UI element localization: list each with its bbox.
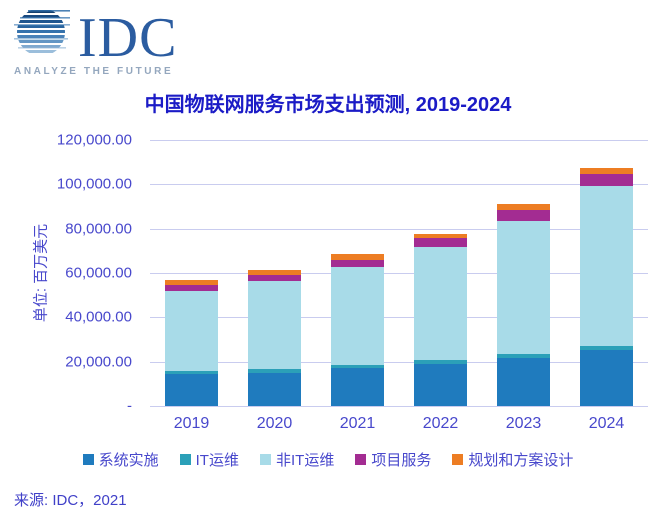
- bar-2022: [399, 140, 482, 406]
- legend-item: 系统实施: [82, 449, 159, 470]
- bar-segment: [331, 365, 384, 369]
- x-axis-label: 2020: [256, 415, 293, 432]
- y-tick-label: 100,000.00: [56, 175, 132, 193]
- legend-swatch: [82, 454, 94, 465]
- x-axis-label: 2019: [173, 415, 210, 432]
- y-tick-label: -: [127, 397, 132, 415]
- y-tick-label: 80,000.00: [65, 220, 132, 238]
- legend-swatch: [452, 454, 464, 465]
- gridline: [150, 228, 648, 230]
- bar-segment: [497, 204, 550, 211]
- legend-item: IT运维: [179, 449, 239, 470]
- bar-segment: [497, 210, 550, 222]
- bar-segment: [497, 358, 550, 406]
- bar-segment: [331, 267, 384, 365]
- legend-swatch: [179, 454, 191, 465]
- x-axis-label: 2021: [339, 415, 376, 432]
- gridline: [150, 184, 648, 186]
- legend-swatch: [355, 454, 367, 465]
- bar-segment: [331, 368, 384, 406]
- x-axis-label: 2022: [422, 415, 459, 432]
- bar-segment: [165, 371, 218, 375]
- legend-label: 规划和方案设计: [468, 452, 574, 469]
- idc-logo: IDC ANALYZE THE FUTURE: [14, 6, 177, 77]
- bar-segment: [248, 369, 301, 373]
- bar-2019: [150, 140, 233, 406]
- y-axis-tick-labels: 120,000.00 100,000.00 80,000.00 60,000.00 40…: [0, 132, 140, 415]
- bar-segment: [414, 363, 467, 406]
- x-axis-label: 2023: [505, 415, 542, 432]
- y-tick-label: 120,000.00: [56, 131, 132, 149]
- bar-segment: [497, 221, 550, 354]
- plot-area: [150, 140, 648, 407]
- bar-segment: [580, 185, 633, 346]
- legend-item: 规划和方案设计: [452, 449, 573, 470]
- bar-segment: [331, 254, 384, 260]
- gridline: [150, 317, 648, 319]
- legend-item: 项目服务: [355, 449, 431, 470]
- chart-legend: 系统实施 IT运维 非IT运维 项目服务 规划和方案设计: [0, 449, 656, 470]
- legend-label: 非IT运维: [275, 452, 335, 469]
- idc-logo-text: IDC: [78, 7, 178, 69]
- x-axis-label: 2024: [588, 415, 625, 432]
- bar-segment: [497, 353, 550, 359]
- legend-label: IT运维: [195, 452, 239, 469]
- bar-segment: [248, 281, 301, 370]
- bar-segment: [580, 167, 633, 174]
- gridline: [150, 140, 648, 141]
- gridline: [150, 361, 648, 363]
- bar-segment: [580, 350, 633, 406]
- legend-label: 项目服务: [371, 452, 432, 469]
- bar-2021: [316, 140, 399, 406]
- bar-segment: [331, 259, 384, 268]
- bar-2023: [482, 140, 565, 406]
- y-tick-label: 20,000.00: [65, 353, 132, 371]
- gridline: [150, 273, 648, 274]
- bar-segment: [414, 233, 467, 239]
- y-tick-label: 60,000.00: [65, 264, 132, 282]
- bar-2020: [233, 140, 316, 406]
- bar-segment: [414, 246, 467, 361]
- chart-title: 中国物联网服务市场支出预测, 2019-2024: [144, 94, 512, 116]
- bar-segment: [248, 269, 301, 275]
- x-axis-labels: 2019 2020 2021 2022 2023 2024: [150, 415, 648, 433]
- legend-item: 非IT运维: [259, 449, 335, 470]
- legend-label: 系统实施: [98, 452, 159, 469]
- bar-segment: [580, 173, 633, 186]
- bar-segment: [414, 238, 467, 247]
- bar-segment: [414, 360, 467, 364]
- bar-segment: [248, 372, 301, 406]
- y-tick-label: 40,000.00: [65, 308, 132, 326]
- idc-logo-tagline: ANALYZE THE FUTURE: [14, 66, 174, 77]
- bar-2024: [565, 140, 648, 406]
- source-note: 来源: IDC，2021: [14, 492, 127, 509]
- legend-swatch: [259, 454, 271, 465]
- bar-segment: [165, 290, 218, 372]
- bar-segment: [248, 274, 301, 282]
- idc-globe-icon: [14, 6, 70, 63]
- bar-segment: [165, 280, 218, 286]
- bar-segment: [165, 285, 218, 291]
- bar-segment: [580, 345, 633, 351]
- bar-segment: [165, 374, 218, 406]
- gridline: [150, 406, 648, 407]
